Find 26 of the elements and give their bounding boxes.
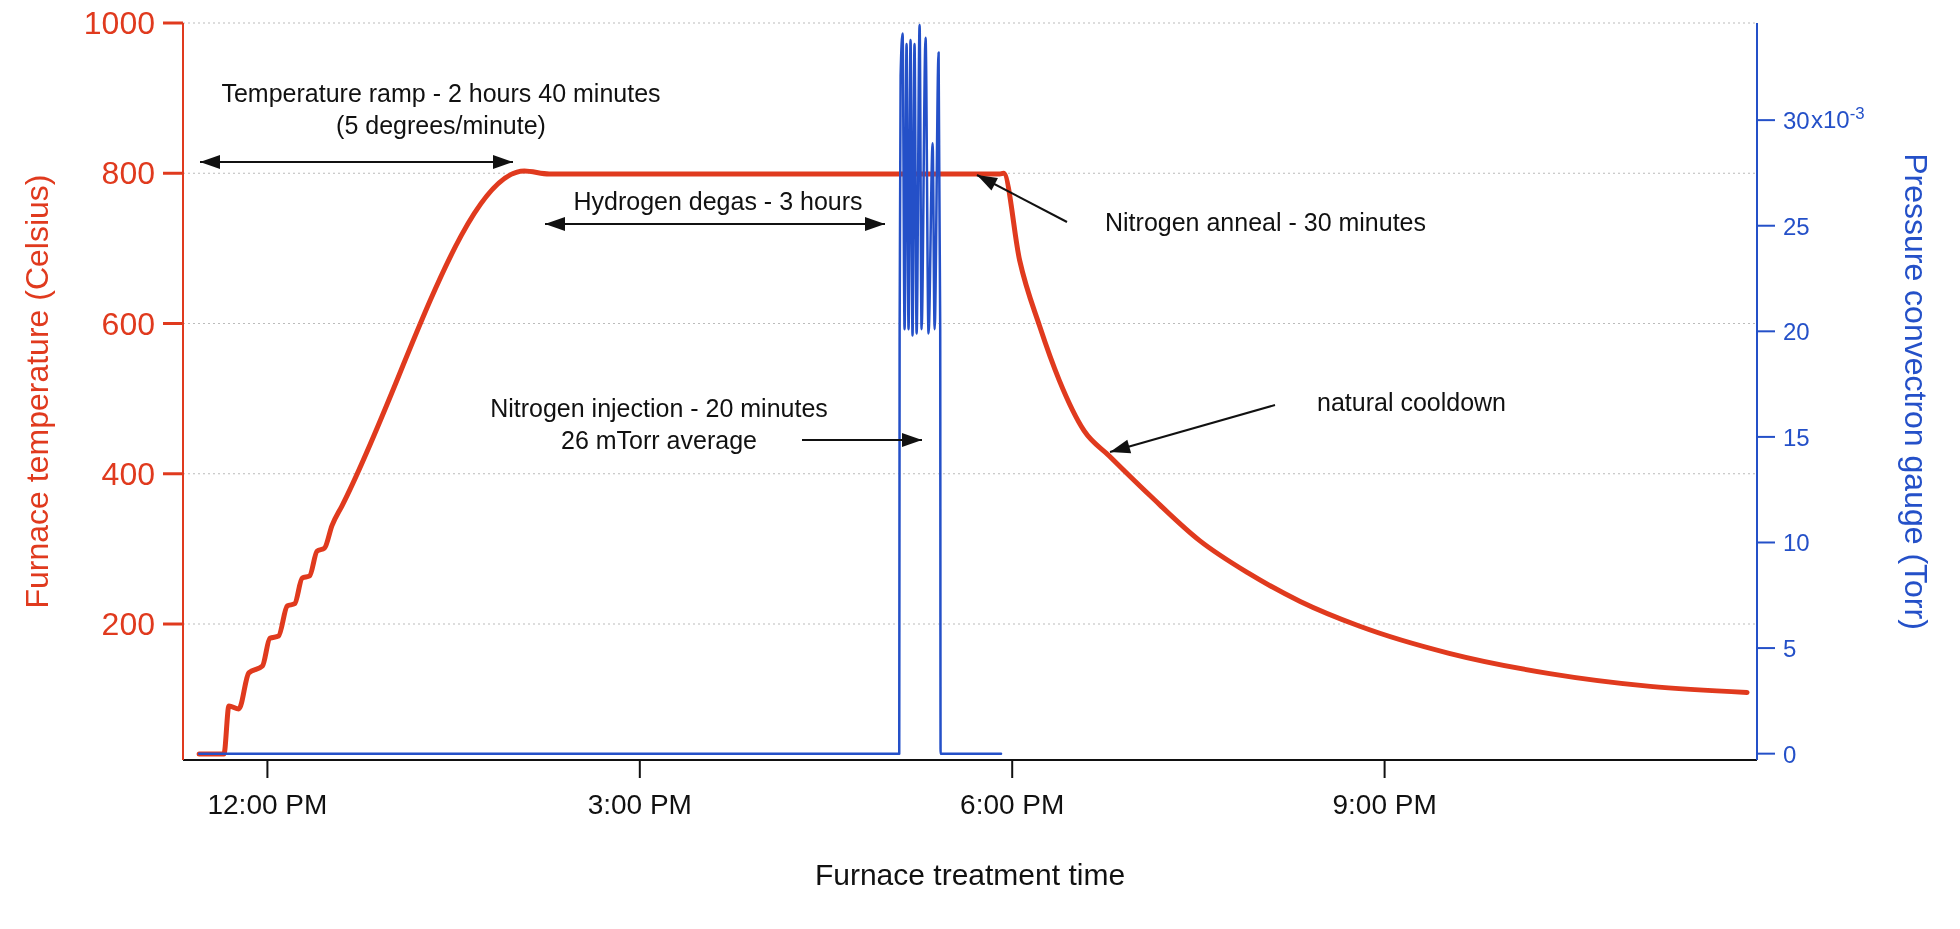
y2-tick-label: 25 <box>1783 212 1810 240</box>
y-tick-label: 400 <box>101 455 155 492</box>
y2-tick-label: 10 <box>1783 529 1810 557</box>
y-tick-label: 1000 <box>83 5 155 41</box>
text: x10$^{-3}$ <box>1811 103 1865 134</box>
y2-tick-label: 30 <box>1783 107 1810 135</box>
annotation: Nitrogen injection - 20 minutes 26 mTorr average <box>490 394 828 454</box>
annotation: Hydrogen degas - 3 hours <box>573 187 863 215</box>
annotation: natural cooldown <box>1317 388 1507 416</box>
y-tick-label: 800 <box>101 155 155 192</box>
x-tick-label: 3:00 PM <box>587 789 692 820</box>
y2-tick-label: 15 <box>1783 423 1810 451</box>
line-series <box>197 23 1003 755</box>
annotation: Nitrogen anneal - 30 minutes <box>1105 208 1427 236</box>
x-tick-label: 9:00 PM <box>1332 789 1437 820</box>
y2-tick-label: 0 <box>1783 740 1797 768</box>
x-axis-title: Furnace treatment time <box>814 858 1126 891</box>
y-tick-label: 200 <box>101 606 155 643</box>
x-tick-label: 12:00 PM <box>207 789 328 820</box>
y2-axis-title: Pressure convectron gauge (Torr) <box>1898 153 1934 630</box>
x-tick-label: 6:00 PM <box>960 789 1065 820</box>
y2-tick-label: 5 <box>1783 635 1797 663</box>
y-tick-label: 600 <box>101 305 155 342</box>
y-axis-title: Furnace temperature (Celsius) <box>19 174 55 609</box>
y2-tick-label: 20 <box>1783 318 1810 346</box>
annotation: Temperature ramp - 2 hours 40 minutes (5 degrees/minute) <box>221 79 661 139</box>
